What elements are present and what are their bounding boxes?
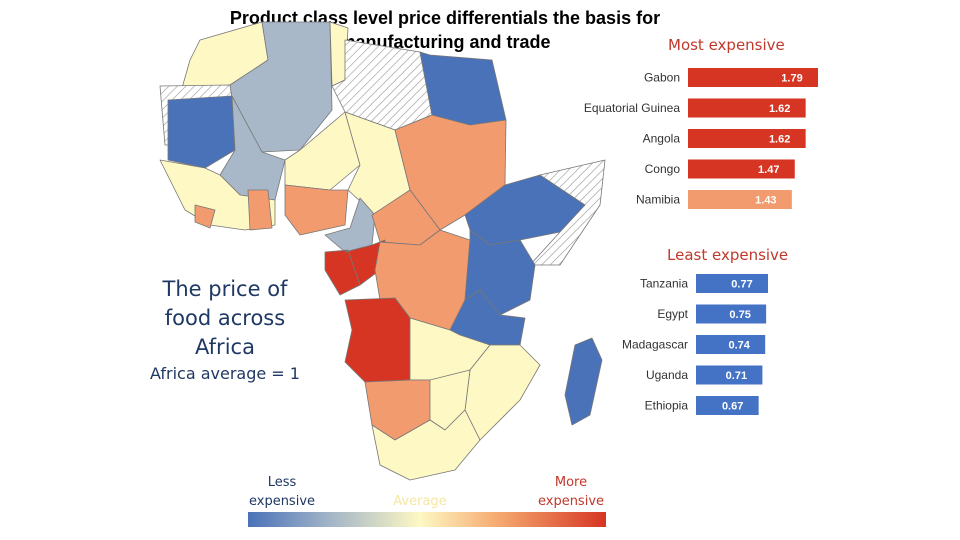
- legend-more-label: More expensive: [533, 473, 609, 511]
- most-expensive-heading: Most expensive: [668, 36, 785, 54]
- bar-category-label: Madagascar: [622, 338, 688, 352]
- legend-less-line-2: expensive: [248, 494, 316, 509]
- bar-category-label: Gabon: [644, 71, 680, 85]
- sierra-leone-region: [194, 204, 216, 229]
- madagascar-region: [564, 337, 603, 426]
- south-africa-region: [371, 409, 481, 481]
- legend-more-line-1: More: [554, 475, 588, 490]
- map-caption: The price of food across Africa: [140, 275, 310, 362]
- bar: [696, 396, 759, 415]
- bar-value-label: 0.67: [722, 401, 743, 413]
- average-note: Africa average = 1: [150, 364, 300, 383]
- bar: [688, 190, 792, 209]
- bar-category-label: Congo: [645, 162, 681, 176]
- least-expensive-heading: Least expensive: [667, 246, 789, 264]
- bar-category-label: Namibia: [636, 193, 680, 207]
- uganda-kenya-region: [464, 229, 536, 316]
- bar-category-label: Equatorial Guinea: [584, 101, 680, 115]
- somalia-region: [529, 159, 606, 266]
- ghana-region: [247, 189, 273, 231]
- caption-line-2: food across: [164, 306, 286, 330]
- color-scale-bar: [248, 512, 606, 527]
- gabon-region: [324, 249, 361, 296]
- caption-line-1: The price of: [162, 277, 288, 301]
- legend-average-label: Average: [393, 494, 447, 509]
- bar-value-label: 1.62: [769, 134, 790, 146]
- bar-value-label: 0.75: [729, 309, 750, 321]
- bar: [696, 274, 768, 293]
- bar-value-label: 1.47: [758, 164, 779, 176]
- title-line-1: Product class level price differentials …: [229, 8, 661, 28]
- bar-value-label: 0.74: [728, 340, 750, 352]
- bar: [696, 365, 763, 385]
- bar: [688, 68, 818, 87]
- legend-less-label: Less expensive: [245, 473, 319, 511]
- legend-more-line-2: expensive: [537, 494, 605, 509]
- bar-value-label: 0.77: [731, 279, 752, 291]
- mauritania-region: [167, 95, 236, 169]
- bar-value-label: 1.62: [769, 103, 790, 115]
- bar: [688, 98, 806, 118]
- bar-value-label: 0.71: [726, 370, 747, 382]
- bar-category-label: Tanzania: [640, 277, 688, 291]
- bar-category-label: Egypt: [657, 307, 688, 321]
- bar: [688, 159, 795, 179]
- nigeria-region: [284, 184, 349, 236]
- bar-value-label: 1.79: [781, 73, 802, 85]
- chart-title: Product class level price differentials …: [190, 6, 700, 54]
- bar-value-label: 1.43: [755, 195, 776, 207]
- bar-category-label: Uganda: [646, 368, 688, 382]
- bar: [688, 129, 806, 148]
- bar: [696, 304, 767, 324]
- bar: [696, 335, 766, 354]
- title-line-2: manufacturing and trade: [339, 32, 551, 52]
- legend-less-line-1: Less: [267, 475, 297, 490]
- africa-map: [159, 21, 606, 481]
- caption-line-3: Africa: [195, 335, 255, 359]
- bar-category-label: Ethiopia: [645, 399, 689, 413]
- bar-category-label: Angola: [643, 132, 681, 146]
